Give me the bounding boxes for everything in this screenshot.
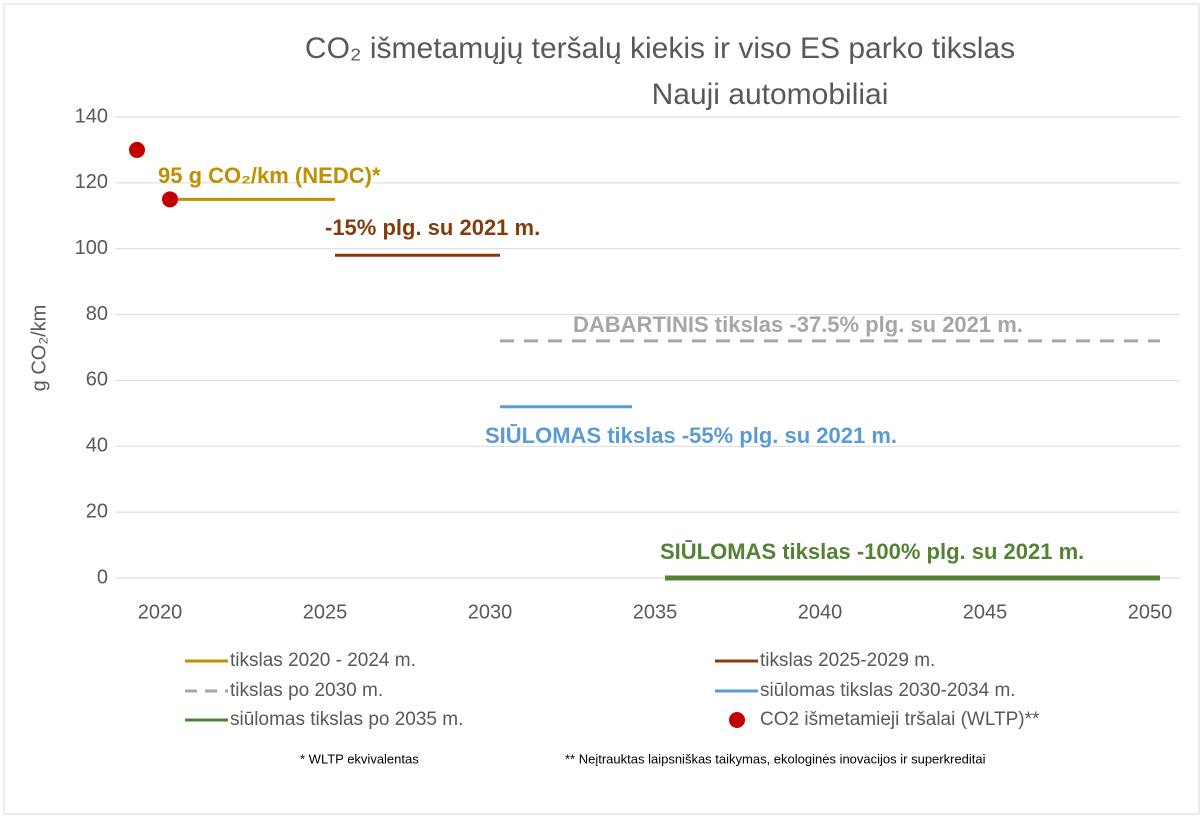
annotation: DABARTINIS tikslas -37.5% plg. su 2021 m… xyxy=(573,312,1023,337)
y-tick-label: 0 xyxy=(97,566,108,588)
y-tick-label: 100 xyxy=(75,237,108,259)
legend-label: CO2 išmetamieji tršalai (WLTP)** xyxy=(760,709,1040,730)
x-tick-label: 2030 xyxy=(468,601,513,623)
chart-border xyxy=(3,3,1200,815)
y-tick-label: 80 xyxy=(86,303,108,325)
y-tick-label: 140 xyxy=(75,105,108,127)
chart-title: CO₂ išmetamųjų teršalų kiekis ir viso ES… xyxy=(305,32,1015,65)
annotation: SIŪLOMAS tikslas -55% plg. su 2021 m. xyxy=(485,423,897,448)
annotation: 95 g CO₂/km (NEDC)* xyxy=(158,163,381,188)
data-point xyxy=(162,191,178,208)
x-tick-label: 2040 xyxy=(798,601,843,623)
y-tick-label: 40 xyxy=(86,435,108,457)
x-tick-label: 2020 xyxy=(138,601,183,623)
x-tick-label: 2050 xyxy=(1128,601,1173,623)
legend-label: siūlomas tikslas 2030-2034 m. xyxy=(760,680,1016,701)
data-point xyxy=(129,141,145,158)
y-axis-label: g CO₂/km xyxy=(28,305,50,392)
annotation: SIŪLOMAS tikslas -100% plg. su 2021 m. xyxy=(660,539,1084,564)
y-tick-label: 20 xyxy=(86,500,108,522)
y-tick-label: 60 xyxy=(86,369,108,391)
footnote: ** Neįtrauktas laipsniškas taikymas, eko… xyxy=(565,751,986,766)
y-tick-label: 120 xyxy=(75,171,108,193)
legend-label: tikslas po 2030 m. xyxy=(230,680,383,701)
annotation: -15% plg. su 2021 m. xyxy=(325,215,540,240)
legend-swatch xyxy=(729,712,745,728)
x-tick-label: 2025 xyxy=(303,601,348,623)
legend-label: siūlomas tikslas po 2035 m. xyxy=(230,709,463,730)
legend-label: tikslas 2025-2029 m. xyxy=(760,650,935,671)
footnote: * WLTP ekvivalentas xyxy=(300,751,419,766)
x-tick-label: 2035 xyxy=(633,601,678,623)
x-tick-label: 2045 xyxy=(963,601,1008,623)
chart-subtitle: Nauji automobiliai xyxy=(652,78,889,111)
legend-label: tikslas 2020 - 2024 m. xyxy=(230,650,416,671)
